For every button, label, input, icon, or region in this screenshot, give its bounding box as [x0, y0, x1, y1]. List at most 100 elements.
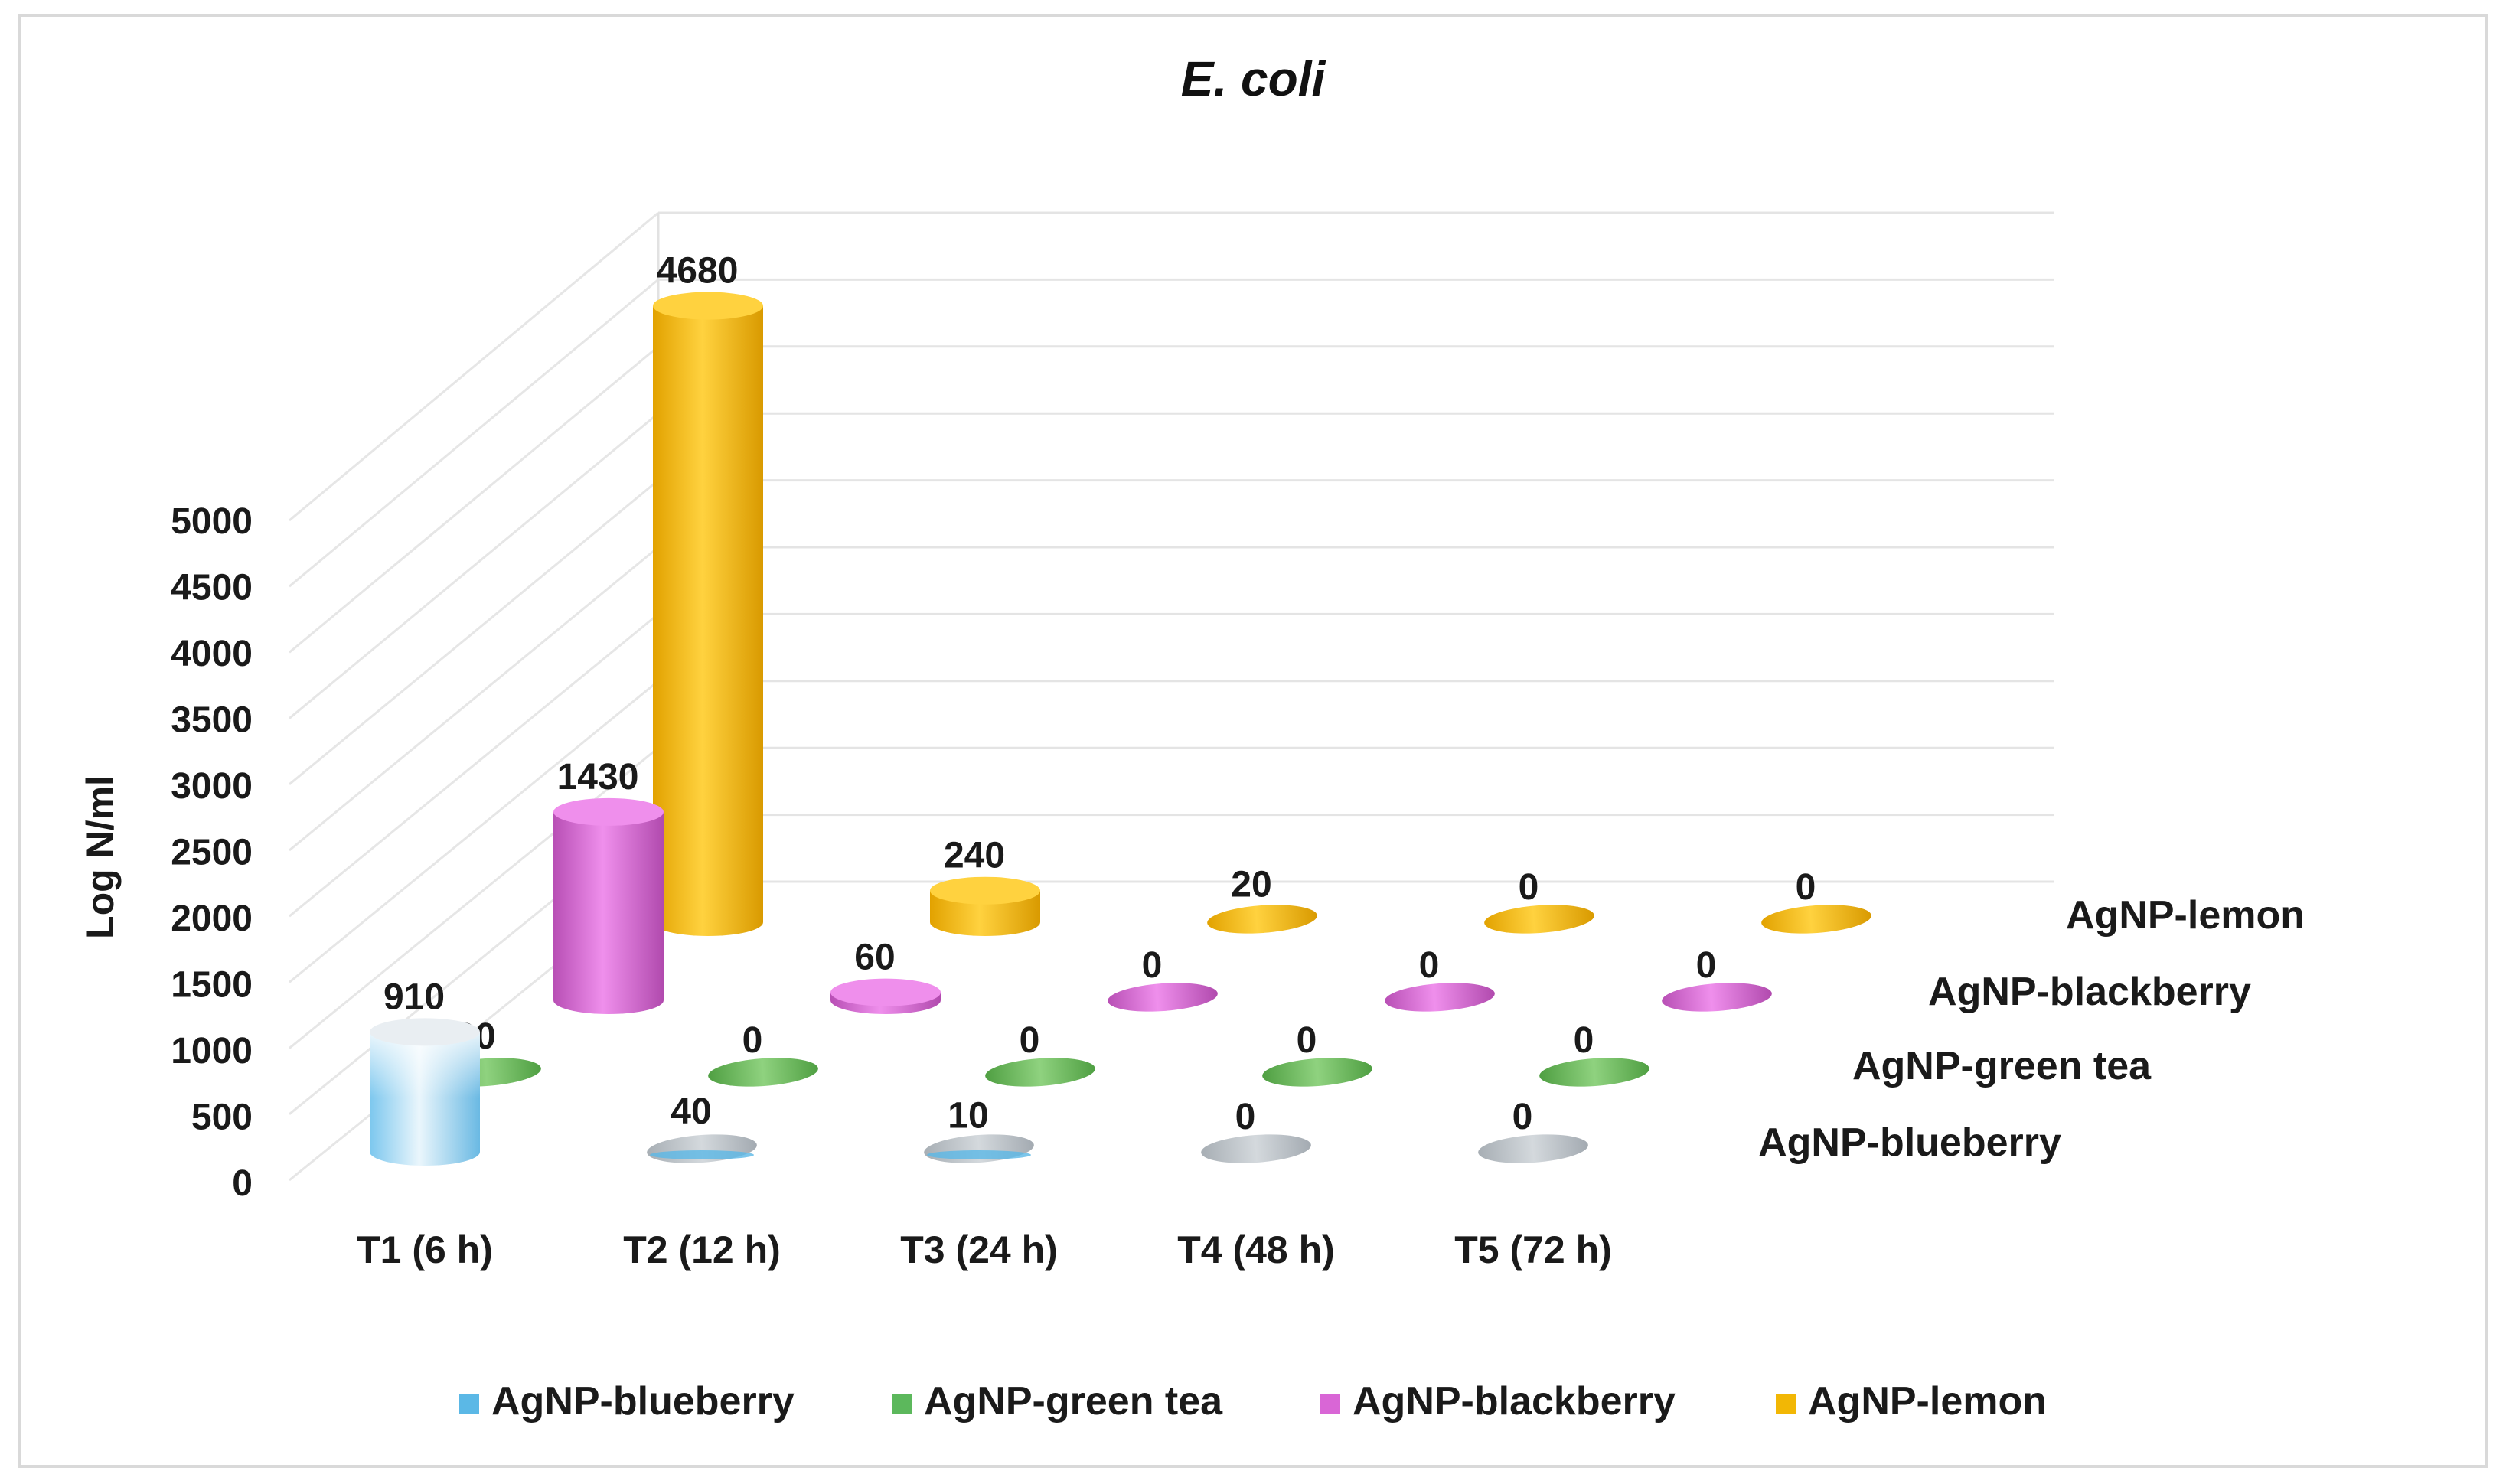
x-tick-label: T1 (6 h) — [357, 1228, 493, 1271]
bar-top — [370, 1018, 480, 1046]
x-tick-label: T4 (48 h) — [1177, 1228, 1335, 1271]
bar-top — [930, 876, 1040, 905]
bar-disc-edge — [650, 1150, 754, 1159]
bar-agnp-blueberry-t3-24-h: 10 — [924, 1095, 1034, 1163]
data-label: 60 — [854, 938, 895, 978]
depth-label-agnp-lemon: AgNP-lemon — [2066, 893, 2305, 938]
bar-top — [830, 978, 941, 1006]
legend-swatch — [892, 1394, 912, 1414]
data-label: 0 — [1142, 945, 1163, 986]
side-gridline — [289, 680, 659, 983]
series-depth-labels: AgNP-lemon AgNP-blackberry AgNP-green tea A… — [1758, 893, 2305, 1165]
bar-disc — [1108, 983, 1218, 1012]
data-label: 0 — [1297, 1020, 1317, 1061]
y-tick-label: 5000 — [171, 501, 253, 542]
legend-label: AgNP-lemon — [1808, 1379, 2047, 1424]
bar-agnp-green-tea-t2-12-h: 0 — [708, 1020, 818, 1087]
y-tick-label: 1000 — [171, 1031, 253, 1071]
data-label: 10 — [948, 1095, 988, 1136]
y-tick-label: 4000 — [171, 634, 253, 674]
bar-agnp-lemon-t4-48-h: 0 — [1484, 867, 1594, 934]
side-gridline — [289, 613, 659, 918]
bar-agnp-blackberry-t3-24-h: 0 — [1108, 945, 1218, 1012]
bar-disc — [985, 1058, 1095, 1087]
bar-agnp-blackberry-t1-6-h: 1430 — [553, 757, 664, 1014]
chart-frame — [18, 14, 2488, 1468]
legend-swatch — [1320, 1394, 1340, 1414]
side-gridline — [289, 747, 659, 1049]
bar-disc — [1207, 905, 1317, 934]
legend-label: AgNP-green tea — [924, 1379, 1223, 1424]
data-label: 0 — [1574, 1020, 1594, 1061]
data-label: 4680 — [657, 251, 739, 292]
data-label: 0 — [1512, 1097, 1533, 1137]
back-wall-gridlines — [657, 211, 2054, 883]
bar-disc — [1478, 1134, 1588, 1163]
bar-disc — [1761, 905, 1871, 934]
legend-swatch — [1776, 1394, 1796, 1414]
bar-disc — [1262, 1058, 1372, 1087]
data-label: 0 — [1519, 867, 1539, 908]
data-label: 20 — [1231, 865, 1271, 905]
depth-label-agnp-green-tea: AgNP-green tea — [1852, 1044, 2152, 1088]
bar-agnp-lemon-t5-72-h: 0 — [1761, 867, 1871, 934]
x-tick-label: T5 (72 h) — [1454, 1228, 1612, 1271]
bar-agnp-blueberry-t2-12-h: 40 — [647, 1091, 757, 1163]
bar-agnp-blackberry-t2-12-h: 60 — [830, 938, 941, 1014]
side-gridline — [289, 413, 659, 719]
data-label: 240 — [944, 836, 1005, 876]
data-label: 0 — [1419, 945, 1440, 986]
y-tick-label: 3000 — [171, 766, 253, 807]
bar-disc — [1484, 905, 1594, 934]
bar-agnp-lemon-t1-6-h: 4680 — [653, 251, 763, 936]
bar-agnp-blackberry-t4-48-h: 0 — [1385, 945, 1495, 1012]
bar-disc — [1385, 983, 1495, 1012]
bar-disc — [647, 1134, 757, 1163]
depth-label-agnp-blueberry: AgNP-blueberry — [1758, 1120, 2061, 1165]
side-gridline — [289, 279, 659, 588]
legend-label: AgNP-blackberry — [1353, 1379, 1676, 1424]
y-axis-label: Log N/ml — [79, 775, 122, 939]
data-label: 0 — [742, 1020, 763, 1061]
bar-agnp-lemon-t2-12-h: 240 — [930, 836, 1040, 936]
side-gridline — [289, 479, 659, 785]
side-gridline — [289, 546, 659, 852]
legend-item-agnp-blackberry: AgNP-blackberry — [1320, 1379, 1676, 1424]
chart-marks: 46802402000143060000300000910401000 — [370, 251, 1871, 1166]
legend-swatch — [459, 1394, 479, 1414]
y-tick-label: 3500 — [171, 700, 253, 741]
y-tick-label: 2000 — [171, 899, 253, 939]
data-label: 910 — [383, 977, 445, 1017]
bar-top — [653, 292, 763, 320]
bar-body — [553, 811, 664, 1014]
y-tick-label: 500 — [191, 1098, 253, 1138]
bar-agnp-blueberry-t1-6-h: 910 — [370, 977, 480, 1166]
bar-disc — [1201, 1134, 1311, 1163]
bar-agnp-green-tea-t3-24-h: 0 — [985, 1020, 1095, 1087]
bar-body — [653, 305, 763, 936]
data-label: 1430 — [557, 757, 639, 797]
legend-item-agnp-lemon: AgNP-lemon — [1776, 1379, 2047, 1424]
bar-top — [553, 797, 664, 826]
data-label: 0 — [1796, 867, 1816, 908]
y-tick-label: 2500 — [171, 833, 253, 873]
data-label: 0 — [1020, 1020, 1040, 1061]
bar-agnp-green-tea-t5-72-h: 0 — [1539, 1020, 1649, 1087]
x-tick-label: T2 (12 h) — [623, 1228, 781, 1271]
side-gridline — [289, 211, 659, 522]
bar-disc-edge — [927, 1150, 1031, 1159]
bar-agnp-lemon-t3-24-h: 20 — [1207, 865, 1317, 934]
side-gridline — [289, 345, 659, 654]
bar-agnp-blackberry-t5-72-h: 0 — [1662, 945, 1772, 1012]
y-tick-label: 0 — [232, 1163, 253, 1204]
bar-disc — [1539, 1058, 1649, 1087]
data-label: 0 — [1696, 945, 1717, 986]
legend-label: AgNP-blueberry — [491, 1379, 795, 1424]
chart-title: E. coli — [1181, 51, 1326, 106]
y-tick-label: 4500 — [171, 568, 253, 608]
x-axis-tick-labels: T1 (6 h) T2 (12 h) T3 (24 h) T4 (48 h) T5 (7… — [357, 1228, 1612, 1271]
bar-agnp-green-tea-t4-48-h: 0 — [1262, 1020, 1372, 1087]
bar-disc — [1662, 983, 1772, 1012]
